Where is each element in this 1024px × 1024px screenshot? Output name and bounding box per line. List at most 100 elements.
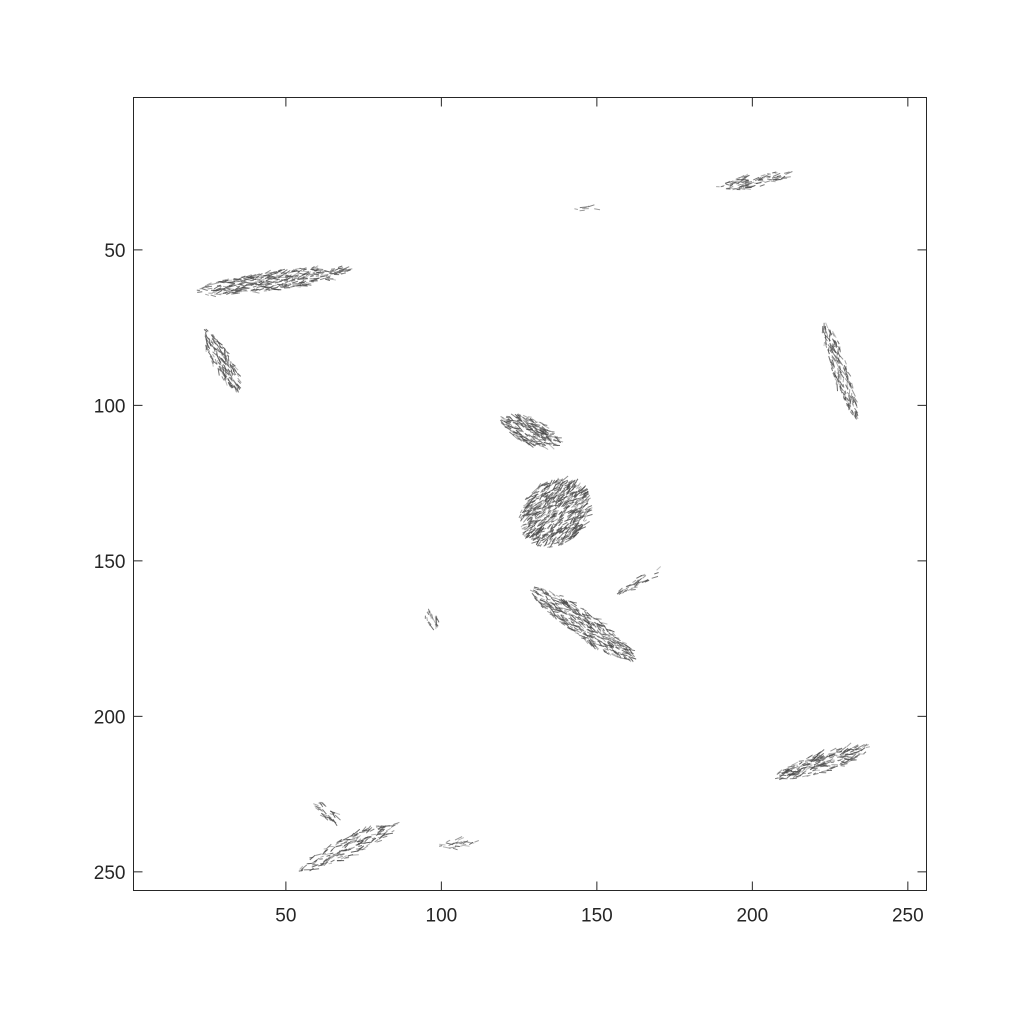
vector-arrow bbox=[557, 600, 564, 605]
vector-arrow bbox=[852, 754, 860, 759]
vector-arrow bbox=[554, 504, 560, 507]
vector-arrow bbox=[606, 641, 611, 647]
vector-arrow bbox=[586, 640, 593, 647]
vector-arrow bbox=[570, 480, 575, 484]
vector-arrow bbox=[344, 848, 352, 852]
vector-arrow bbox=[553, 510, 559, 513]
vector-arrow bbox=[330, 270, 336, 273]
vector-arrow bbox=[579, 523, 584, 530]
vector-arrow bbox=[327, 814, 332, 819]
vector-arrow bbox=[227, 355, 230, 362]
vector-arrow bbox=[831, 332, 835, 337]
vector-arrow bbox=[560, 614, 565, 617]
vector-arrow bbox=[574, 499, 578, 504]
vector-arrow bbox=[526, 525, 533, 531]
vector-arrow bbox=[512, 433, 517, 436]
vector-arrow bbox=[546, 503, 550, 507]
vector-arrow bbox=[571, 499, 575, 504]
vector-arrow bbox=[577, 612, 585, 618]
vector-arrow bbox=[458, 842, 467, 846]
vector-arrow bbox=[343, 839, 349, 844]
vector-arrow bbox=[592, 642, 600, 646]
vector-arrow bbox=[294, 274, 299, 277]
vector-arrow bbox=[758, 176, 766, 181]
vector-arrow bbox=[585, 509, 592, 514]
vector-arrow bbox=[426, 611, 430, 616]
vector-arrow bbox=[854, 412, 857, 420]
vector-arrow bbox=[224, 364, 227, 372]
vector-arrow bbox=[558, 519, 564, 523]
vector-arrow bbox=[568, 612, 576, 617]
vector-arrow bbox=[342, 848, 348, 852]
vector-arrow bbox=[218, 368, 224, 374]
vector-arrow bbox=[534, 493, 539, 496]
vector-arrow bbox=[554, 487, 562, 492]
vector-arrow bbox=[524, 525, 531, 531]
vector-arrow bbox=[551, 493, 559, 497]
vector-arrow bbox=[550, 526, 554, 532]
vector-arrow bbox=[558, 606, 565, 609]
vector-arrow bbox=[854, 753, 861, 758]
vector-arrow bbox=[330, 810, 335, 815]
vector-arrow bbox=[777, 769, 783, 774]
vector-arrow bbox=[562, 479, 569, 483]
vector-arrow bbox=[843, 365, 848, 370]
vector-arrow bbox=[385, 827, 391, 832]
vector-arrow bbox=[526, 509, 533, 515]
vector-arrow bbox=[280, 269, 288, 275]
vector-arrow bbox=[522, 419, 528, 425]
vector-arrow bbox=[562, 603, 569, 609]
vector-arrow bbox=[217, 285, 222, 288]
vector-arrow bbox=[566, 487, 571, 495]
vector-arrow bbox=[548, 497, 554, 505]
vector-arrow bbox=[559, 599, 566, 603]
x-tick-label: 100 bbox=[426, 906, 458, 927]
vector-arrow bbox=[555, 496, 560, 504]
vector-arrow bbox=[854, 745, 859, 749]
vector-arrow bbox=[545, 432, 550, 434]
vector-arrow bbox=[852, 400, 854, 406]
vector-arrow bbox=[743, 174, 750, 178]
vector-arrow bbox=[341, 845, 347, 848]
vector-arrow bbox=[835, 360, 840, 369]
vector-arrow bbox=[732, 182, 737, 185]
vector-arrow bbox=[532, 433, 537, 436]
vector-arrow bbox=[525, 437, 533, 443]
vector-arrow bbox=[572, 508, 578, 515]
vector-arrow bbox=[581, 613, 590, 617]
vector-arrow bbox=[228, 376, 232, 381]
vector-arrow bbox=[798, 761, 803, 765]
vector-arrow bbox=[581, 485, 587, 491]
vector-arrow bbox=[533, 437, 538, 439]
vector-arrow bbox=[545, 595, 549, 600]
vector-arrow bbox=[581, 612, 587, 620]
vector-arrow bbox=[364, 838, 368, 843]
vector-arrow bbox=[569, 529, 573, 535]
vector-arrow bbox=[818, 756, 825, 763]
vector-arrow bbox=[334, 268, 339, 271]
vector-arrow bbox=[575, 497, 582, 500]
vector-arrow bbox=[562, 475, 569, 482]
vector-arrow bbox=[540, 492, 545, 496]
vector-arrow bbox=[334, 814, 341, 821]
vector-arrow bbox=[836, 359, 839, 364]
vector-arrow bbox=[565, 498, 571, 503]
vector-arrow bbox=[564, 538, 572, 543]
vector-arrow bbox=[219, 358, 226, 365]
vector-arrow bbox=[569, 625, 574, 629]
vector-arrow bbox=[729, 183, 734, 187]
vector-arrow bbox=[589, 639, 597, 643]
vector-field-marks bbox=[196, 171, 870, 872]
vector-arrow bbox=[849, 411, 854, 416]
vector-arrow bbox=[344, 269, 351, 272]
vector-arrow bbox=[834, 354, 837, 360]
vector-arrow bbox=[567, 494, 572, 498]
vector-arrow bbox=[267, 274, 275, 278]
vector-arrow bbox=[562, 482, 567, 486]
vector-arrow bbox=[535, 494, 542, 499]
vector-arrow bbox=[240, 281, 247, 283]
vector-arrow bbox=[507, 418, 512, 422]
vector-arrow bbox=[570, 621, 575, 624]
vector-arrow bbox=[567, 528, 573, 534]
vector-arrow bbox=[640, 573, 646, 577]
